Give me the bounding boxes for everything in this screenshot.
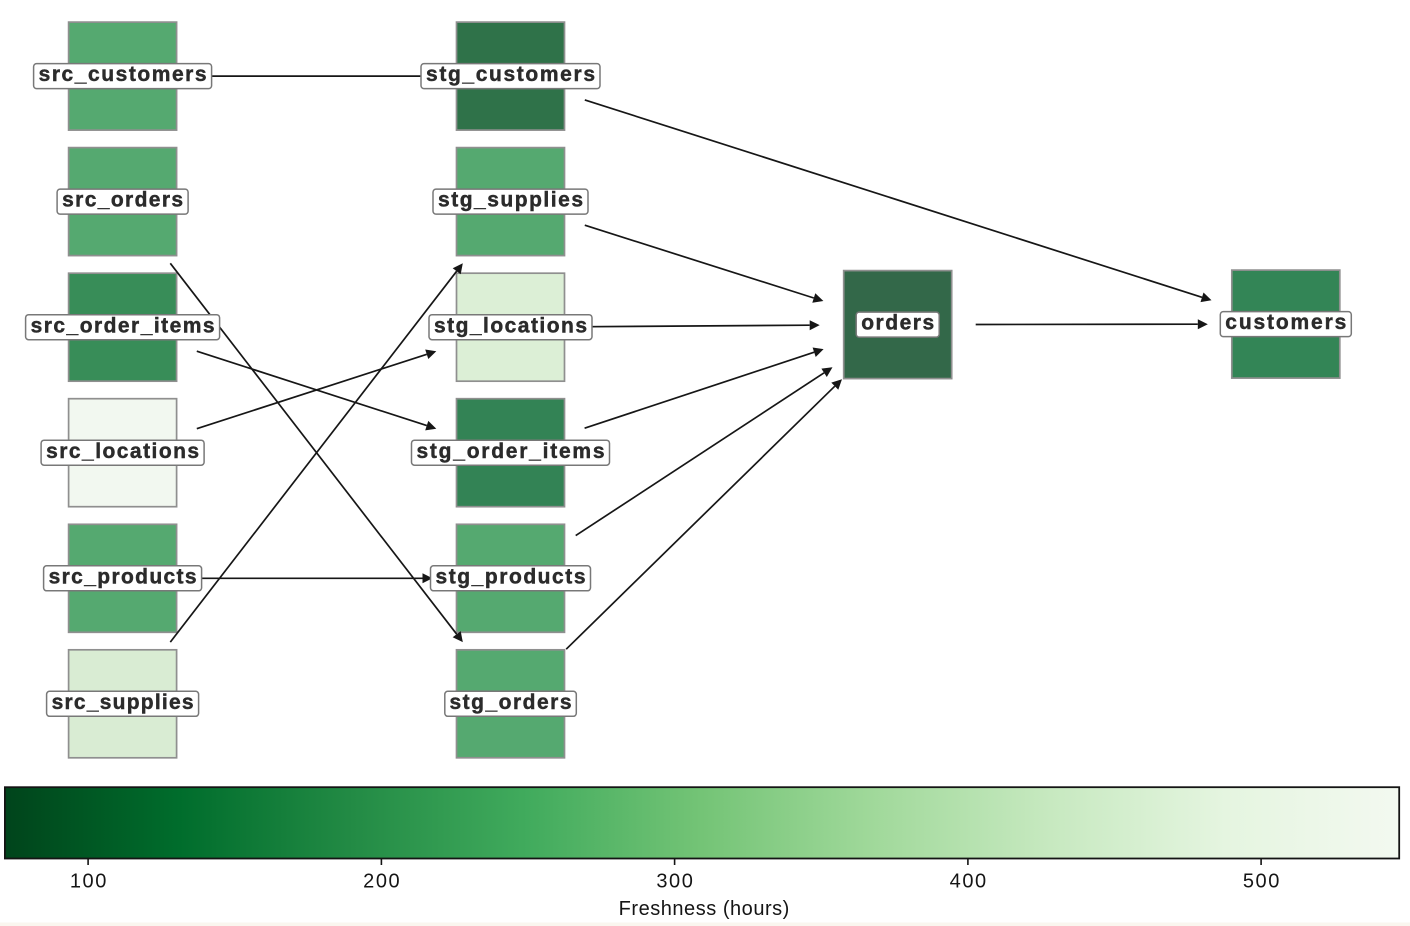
svg-text:stg_products: stg_products: [436, 565, 586, 588]
svg-text:400: 400: [950, 871, 987, 893]
svg-text:200: 200: [363, 871, 400, 893]
svg-text:src_customers: src_customers: [39, 63, 207, 86]
svg-text:500: 500: [1243, 871, 1280, 893]
svg-text:src_order_items: src_order_items: [31, 314, 215, 337]
svg-text:stg_order_items: stg_order_items: [417, 440, 605, 463]
svg-text:src_products: src_products: [49, 565, 197, 588]
svg-text:stg_locations: stg_locations: [434, 314, 587, 337]
svg-text:orders: orders: [861, 312, 934, 335]
svg-text:stg_orders: stg_orders: [450, 691, 572, 714]
svg-text:stg_customers: stg_customers: [426, 63, 595, 86]
svg-text:src_locations: src_locations: [46, 440, 199, 463]
svg-text:customers: customers: [1225, 311, 1346, 334]
svg-text:Freshness (hours): Freshness (hours): [619, 898, 790, 920]
svg-text:100: 100: [70, 871, 107, 893]
svg-text:stg_supplies: stg_supplies: [438, 189, 583, 212]
svg-text:src_supplies: src_supplies: [52, 691, 194, 714]
svg-text:src_orders: src_orders: [62, 189, 183, 212]
svg-text:300: 300: [656, 871, 693, 893]
